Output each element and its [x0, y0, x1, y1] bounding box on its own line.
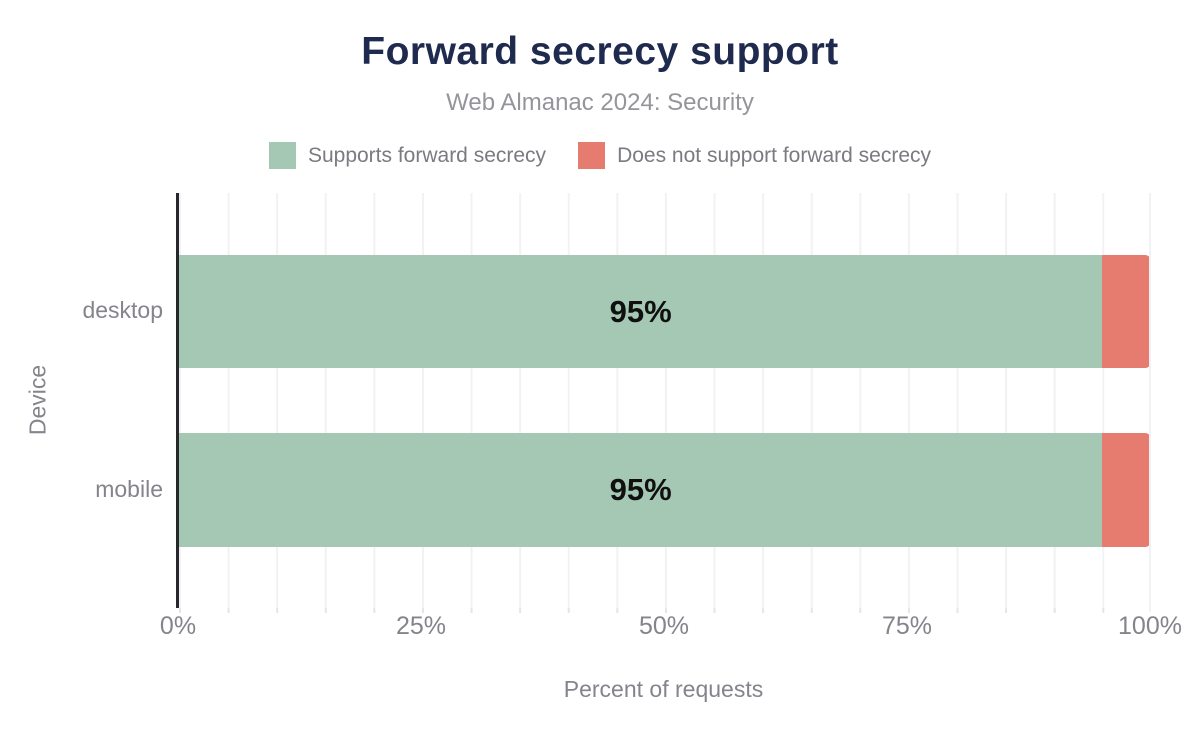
bar-segment-supports: 95% [179, 255, 1103, 368]
bar-segment-supports: 95% [179, 433, 1103, 547]
bar-mobile: 95% [179, 433, 1151, 547]
x-tick-label: 75% [881, 612, 933, 640]
x-tick-label: 50% [638, 612, 690, 640]
chart-subtitle: Web Almanac 2024: Security [446, 89, 754, 116]
x-axis-title: Percent of requests [563, 676, 764, 702]
x-axis-tick-marks [179, 608, 1151, 613]
x-tick-label: 0% [159, 612, 197, 640]
chart-title: Forward secrecy support [361, 30, 839, 73]
legend-item-supports: Supports forward secrecy [268, 142, 547, 169]
legend-label: Does not support forward secrecy [617, 143, 932, 167]
bar-segment-not-supports [1102, 255, 1151, 368]
x-tick-label: 25% [395, 612, 447, 640]
legend-item-not-supports: Does not support forward secrecy [578, 142, 931, 169]
bar-segment-not-supports [1102, 433, 1151, 547]
legend: Supports forward secrecy Does not suppor… [0, 142, 1200, 169]
bar-desktop: 95% [179, 255, 1151, 368]
y-tick-label-mobile: mobile [95, 476, 163, 502]
y-axis-title: Device [24, 364, 51, 436]
y-tick-label-desktop: desktop [82, 297, 163, 323]
legend-label: Supports forward secrecy [307, 143, 547, 167]
legend-swatch-not-supports-icon [578, 142, 606, 169]
x-tick-labels: 0% 25% 50% 75% 100% [160, 612, 1182, 642]
legend-swatch-supports-icon [268, 142, 296, 169]
plot-area: 95% 95% [176, 193, 1151, 613]
x-tick-label: 100% [1118, 612, 1182, 640]
